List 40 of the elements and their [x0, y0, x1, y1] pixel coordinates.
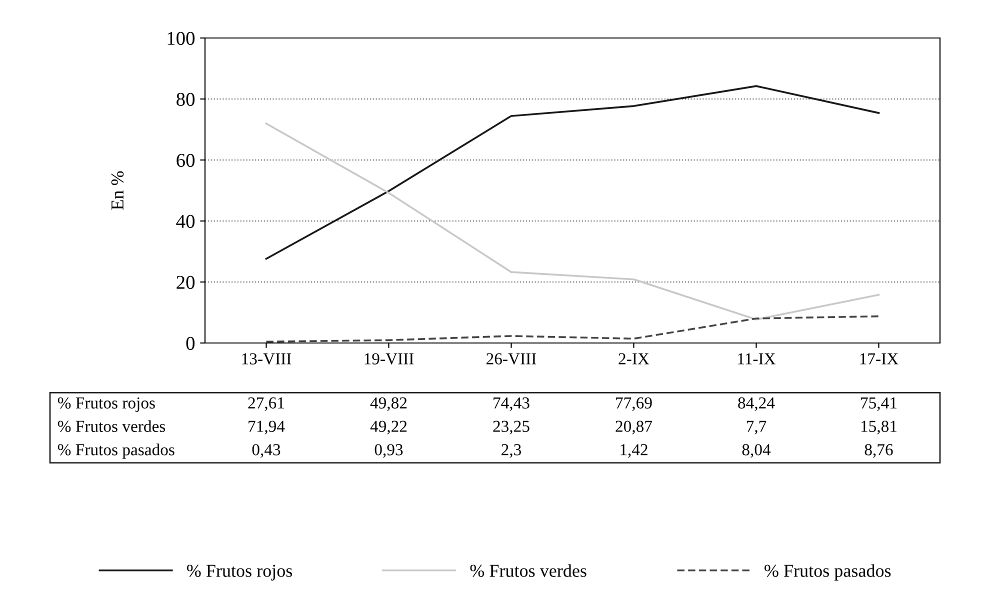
line-series: [265, 315, 880, 343]
data-label: 0,93: [374, 444, 403, 458]
legend-label: % Frutos verdes: [470, 564, 586, 577]
y-tick-label: 20: [176, 276, 195, 289]
data-label: 2,3: [502, 444, 522, 458]
y-tick-label: 40: [176, 214, 195, 228]
data-label: 77,69: [616, 397, 652, 411]
y-tick-label: 0: [186, 336, 195, 350]
data-label: 71,94: [248, 420, 285, 434]
x-tick-label: 17-IX: [860, 353, 898, 364]
data-label: 84,24: [738, 397, 775, 411]
data-label: 23,25: [493, 420, 530, 434]
data-label: 7,7: [746, 420, 766, 434]
y-tick-label: 100: [168, 32, 195, 45]
legend-label: % Frutos pasados: [764, 564, 891, 581]
text: % Frutos rojos: [58, 397, 155, 412]
text: % Frutos verdes: [58, 420, 166, 432]
text: % Frutos pasados: [58, 444, 174, 459]
data-label: 8,04: [742, 444, 771, 458]
data-label: 1,42: [620, 444, 648, 458]
x-tick-label: 2-IX: [618, 353, 650, 364]
data-label: 49,22: [370, 420, 407, 434]
x-tick-label: 26-VIII: [486, 353, 536, 365]
y-tick-label: 60: [176, 154, 195, 167]
data-label: 27,61: [248, 397, 284, 411]
data-label: 0,43: [252, 444, 280, 458]
line-series: [265, 85, 880, 260]
y-tick-label: 80: [176, 92, 195, 106]
data-label: 74,43: [494, 397, 530, 411]
data-label: 49,82: [370, 397, 407, 411]
data-label: 15,81: [861, 420, 896, 434]
x-tick-label: 11-IX: [738, 353, 776, 364]
y-axis-title: En %: [111, 171, 124, 210]
line-series: [265, 122, 880, 320]
data-label: 8,76: [864, 444, 893, 458]
x-tick-label: 13-VIII: [242, 353, 292, 365]
data-label: 75,41: [861, 397, 896, 411]
legend-label: % Frutos rojos: [186, 564, 292, 581]
data-label: 20,87: [616, 420, 652, 434]
x-tick-label: 19-VIII: [364, 353, 414, 365]
